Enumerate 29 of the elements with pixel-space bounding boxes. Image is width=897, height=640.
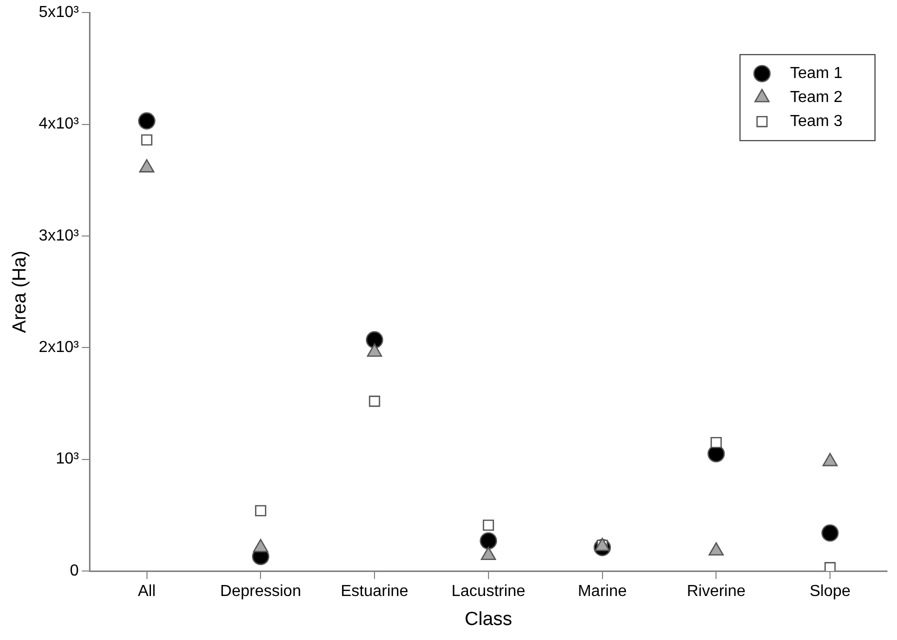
y-tick-label: 5x10³ [38, 4, 80, 22]
legend-label: Team 1 [790, 65, 843, 82]
point [480, 532, 498, 550]
y-axis-title: Area (Ha) [10, 250, 31, 333]
x-tick-label: Riverine [686, 583, 746, 600]
x-tick-label: Marine [578, 583, 627, 600]
point [710, 436, 722, 448]
y-tick-label: 0 [70, 562, 79, 580]
point [141, 134, 152, 146]
legend-label: Team 3 [790, 113, 843, 130]
point [255, 505, 266, 516]
point [824, 562, 836, 571]
x-tick-label: All [138, 583, 156, 600]
point [366, 331, 384, 348]
legend-label: Team 2 [790, 89, 843, 106]
point [708, 445, 725, 462]
x-axis-title: Class [464, 608, 512, 630]
x-tick-label: Lacustrine [452, 583, 526, 600]
x-tick-label: Depression [220, 583, 302, 600]
point [368, 396, 380, 407]
y-tick-label: 10³ [56, 450, 80, 468]
x-tick-label: Slope [810, 583, 851, 600]
point [138, 112, 156, 130]
point [482, 520, 494, 531]
y-tick-label: 4x10³ [38, 116, 80, 133]
point [821, 524, 839, 542]
x-tick-label: Estuarine [340, 583, 408, 600]
y-tick-label: 2x10³ [38, 339, 80, 356]
y-tick-label: 3x10³ [38, 227, 80, 244]
